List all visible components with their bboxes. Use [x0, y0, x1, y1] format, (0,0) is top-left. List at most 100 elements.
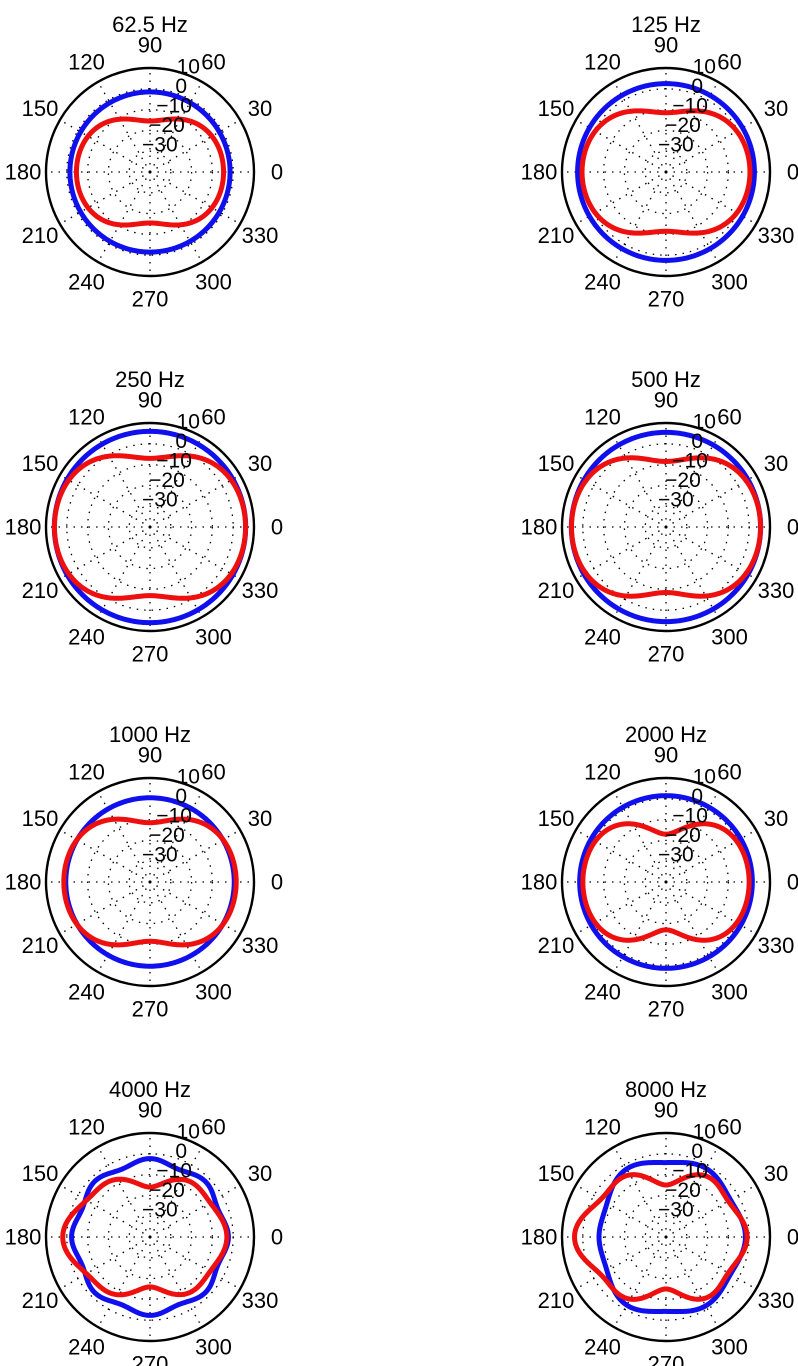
- angle-tick-label: 150: [538, 451, 575, 476]
- angle-tick-label: 30: [248, 806, 272, 831]
- radial-tick-label: 0: [691, 1140, 703, 1163]
- radial-tick-label: 0: [175, 75, 187, 98]
- radial-tick-label: −10: [672, 1159, 708, 1182]
- angle-tick-label: 120: [68, 50, 105, 75]
- grid-ring: [623, 484, 709, 570]
- series-line: [60, 1176, 230, 1298]
- angle-tick-label: 30: [248, 1161, 272, 1186]
- angle-tick-label: 30: [764, 96, 788, 121]
- radial-tick-label: 0: [691, 75, 703, 98]
- polar-chart: 125 Hz0306090120150180210240270300330100…: [521, 12, 798, 312]
- angle-tick-label: 270: [132, 1352, 169, 1366]
- angle-tick-label: 300: [195, 979, 232, 1004]
- angle-tick-label: 150: [538, 806, 575, 831]
- polar-chart: 500 Hz0306090120150180210240270300330100…: [521, 367, 798, 667]
- grid-spoke: [149, 526, 241, 580]
- radial-tick-label: −10: [156, 1159, 192, 1182]
- angle-tick-label: 240: [584, 1334, 621, 1359]
- series-line: [579, 108, 753, 236]
- radial-tick-label: −10: [672, 449, 708, 472]
- angle-tick-label: 210: [22, 1288, 59, 1313]
- chart-title: 2000 Hz: [625, 722, 707, 747]
- angle-tick-label: 0: [271, 870, 283, 895]
- angle-tick-label: 300: [195, 1334, 232, 1359]
- chart-title: 250 Hz: [115, 367, 185, 392]
- outer-ring: [560, 1131, 772, 1343]
- radial-tick-label: 0: [175, 785, 187, 808]
- angle-tick-label: 90: [138, 388, 162, 413]
- angle-tick-label: 60: [717, 405, 741, 430]
- grid-spoke: [59, 474, 151, 528]
- polar-chart: 250 Hz0306090120150180210240270300330100…: [5, 367, 283, 667]
- angle-tick-label: 180: [521, 160, 558, 185]
- grid-ring: [602, 1173, 730, 1301]
- angle-tick-label: 120: [584, 1115, 621, 1140]
- angle-tick-label: 300: [195, 624, 232, 649]
- angle-tick-label: 90: [138, 743, 162, 768]
- angle-tick-label: 60: [201, 760, 225, 785]
- grid-ring: [602, 818, 730, 946]
- grid-spoke: [149, 881, 203, 973]
- polar-chart: 4000 Hz 0 30 60 90 120 150 180 210 240 270 300 330 10…: [5, 1077, 283, 1366]
- polar-chart: 2000 Hz 0 30 60 90 120 150 180 210 240 270 300 330 10…: [521, 722, 798, 1022]
- angle-tick-label: 210: [22, 223, 59, 248]
- angle-tick-label: 60: [201, 1115, 225, 1140]
- radial-tick-label: 0: [691, 785, 703, 808]
- angle-tick-label: 210: [538, 933, 575, 958]
- angle-tick-label: 210: [22, 933, 59, 958]
- angle-tick-label: 270: [648, 642, 685, 667]
- radial-tick-label: 10: [177, 765, 200, 788]
- radial-tick-label: −30: [658, 1198, 694, 1221]
- angle-tick-label: 180: [5, 1225, 42, 1250]
- grid-spoke: [97, 526, 151, 618]
- outer-ring: [44, 1131, 256, 1343]
- outer-ring: [44, 421, 256, 633]
- angle-tick-label: 120: [584, 760, 621, 785]
- radial-tick-label: −20: [665, 114, 701, 137]
- outer-ring: [44, 66, 256, 278]
- series-line: [580, 821, 752, 943]
- angle-tick-label: 270: [648, 1352, 685, 1366]
- angle-tick-label: 240: [68, 269, 105, 294]
- angle-tick-label: 240: [584, 624, 621, 649]
- angle-tick-label: 90: [654, 388, 678, 413]
- radial-tick-label: 0: [691, 430, 703, 453]
- grid-ring: [86, 818, 214, 946]
- radial-tick-label: −20: [149, 824, 185, 847]
- radial-tick-label: −10: [156, 449, 192, 472]
- grid-spoke: [97, 436, 151, 528]
- angle-tick-label: 150: [538, 96, 575, 121]
- outer-ring: [560, 66, 772, 278]
- grid-ring: [86, 1173, 214, 1301]
- radial-tick-label: −30: [142, 488, 178, 511]
- angle-tick-label: 180: [5, 160, 42, 185]
- angle-tick-label: 300: [711, 1334, 748, 1359]
- series-line: [73, 116, 227, 228]
- angle-tick-label: 330: [242, 578, 279, 603]
- angle-tick-label: 240: [584, 979, 621, 1004]
- radial-tick-label: −30: [658, 843, 694, 866]
- chart-title: 500 Hz: [631, 367, 701, 392]
- angle-tick-label: 270: [648, 997, 685, 1022]
- angle-tick-label: 30: [764, 451, 788, 476]
- radial-tick-label: 0: [175, 1140, 187, 1163]
- angle-tick-label: 180: [521, 870, 558, 895]
- series-line: [67, 89, 233, 255]
- grid-ring: [128, 505, 172, 549]
- series-line: [51, 453, 249, 601]
- angle-tick-label: 30: [248, 451, 272, 476]
- radial-tick-label: −20: [149, 114, 185, 137]
- angle-tick-label: 330: [242, 1288, 279, 1313]
- angle-tick-label: 180: [5, 515, 42, 540]
- angle-tick-label: 180: [521, 515, 558, 540]
- angle-tick-label: 150: [538, 1161, 575, 1186]
- angle-tick-label: 90: [654, 1098, 678, 1123]
- outer-ring: [560, 776, 772, 988]
- grid-ring: [644, 150, 688, 194]
- grid-spoke: [59, 881, 151, 935]
- angle-tick-label: 330: [242, 933, 279, 958]
- angle-tick-label: 270: [132, 287, 169, 312]
- angle-tick-label: 330: [242, 223, 279, 248]
- angle-tick-label: 240: [68, 979, 105, 1004]
- series-line: [577, 793, 755, 971]
